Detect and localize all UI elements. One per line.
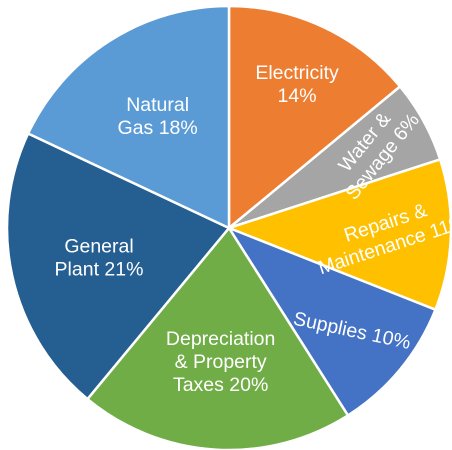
pie-label-line: Depreciation [166, 328, 275, 350]
pie-label-general-plant: General Plant 21% [55, 236, 144, 281]
pie-label-line: Taxes 20% [173, 374, 268, 396]
pie-slice-supplies [227, 226, 437, 417]
pie-label-line: Electricity [255, 62, 339, 84]
pie-slices [5, 4, 452, 450]
pie-label-line: Natural [126, 94, 189, 116]
pie-label-line: General [64, 236, 133, 258]
pie-label-line: 14% [278, 85, 317, 107]
pie-label-electricity: Electricity 14% [255, 62, 339, 107]
pie-label-line: Plant 21% [55, 259, 144, 281]
pie-label-depreciation-and-property-taxes: Depreciation & Property Taxes 20% [166, 328, 275, 396]
pie-label-natural-gas: Natural Gas 18% [118, 94, 198, 139]
pie-slice-general-plant [5, 132, 231, 401]
pie-slice-repairs-and-maintenance [227, 158, 452, 311]
pie-slice-natural-gas [26, 4, 231, 230]
pie-slice-depreciation-and-property-taxes [86, 226, 350, 450]
pie-label-line: Gas 18% [118, 117, 198, 139]
pie-label-line: & Property [175, 351, 267, 373]
pie-slice-electricity [227, 4, 402, 230]
